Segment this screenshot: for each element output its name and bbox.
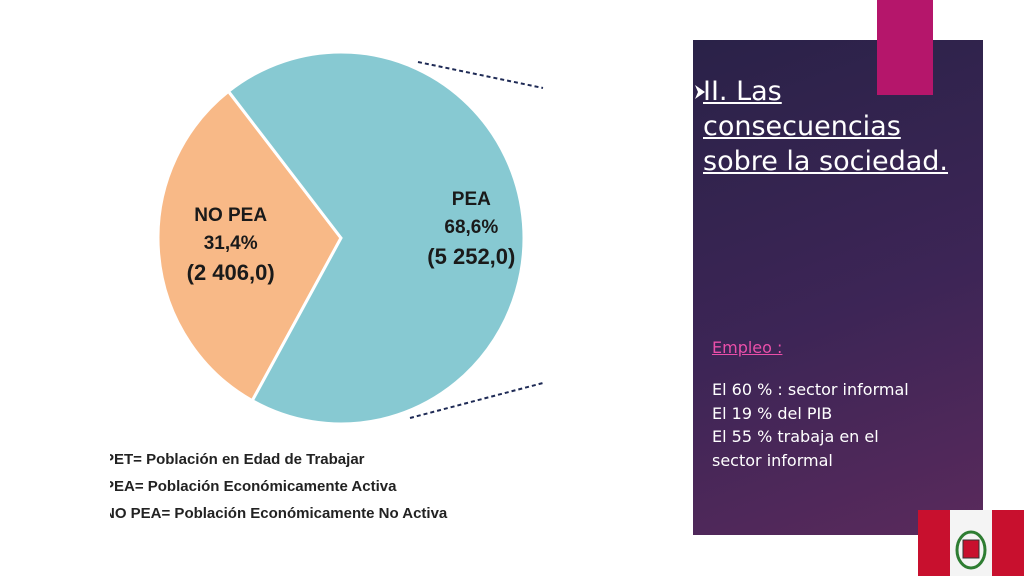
pie-slice <box>156 89 343 403</box>
emblem <box>955 530 987 570</box>
slice-label: PEA <box>452 189 491 210</box>
legend: PET= Población en Edad de Trabajar PEA= … <box>110 446 510 527</box>
text-line: sector informal <box>712 450 833 470</box>
panel-text: El 60 % : sector informal El 19 % del PI… <box>712 378 909 472</box>
text-line: El 55 % trabaja en el <box>712 427 879 446</box>
legend-item: PEA= Población Económicamente Activa <box>110 478 397 495</box>
pie-slice <box>226 50 526 426</box>
slice-percent: 31,4% <box>204 233 258 254</box>
bullet <box>695 85 705 99</box>
connector <box>409 382 544 419</box>
side-panel <box>693 40 983 535</box>
legend-item: NO PEA= Población Económicamente No Acti… <box>110 505 448 522</box>
accent-bar <box>877 0 933 95</box>
text-line: El 60 % : sector informal <box>712 380 909 399</box>
panel-subtitle: Empleo : <box>712 338 783 357</box>
panel-title: II. Las consecuencias sobre la sociedad. <box>703 76 949 177</box>
flag <box>918 510 1024 576</box>
legend-item: PET= Población en Edad de Trabajar <box>110 451 365 468</box>
slice-count: (2 406,0) <box>187 260 275 285</box>
slice-percent: 68,6% <box>444 217 498 238</box>
slice-label: NO PEA <box>194 205 267 226</box>
text-line: El 19 % del PIB <box>712 403 833 423</box>
slice-count: (5 252,0) <box>427 244 515 269</box>
connector <box>417 61 544 89</box>
pie-chart: NO PEA 31,4% (2 406,0) PEA 68,6% (5 252,0) <box>156 50 544 426</box>
